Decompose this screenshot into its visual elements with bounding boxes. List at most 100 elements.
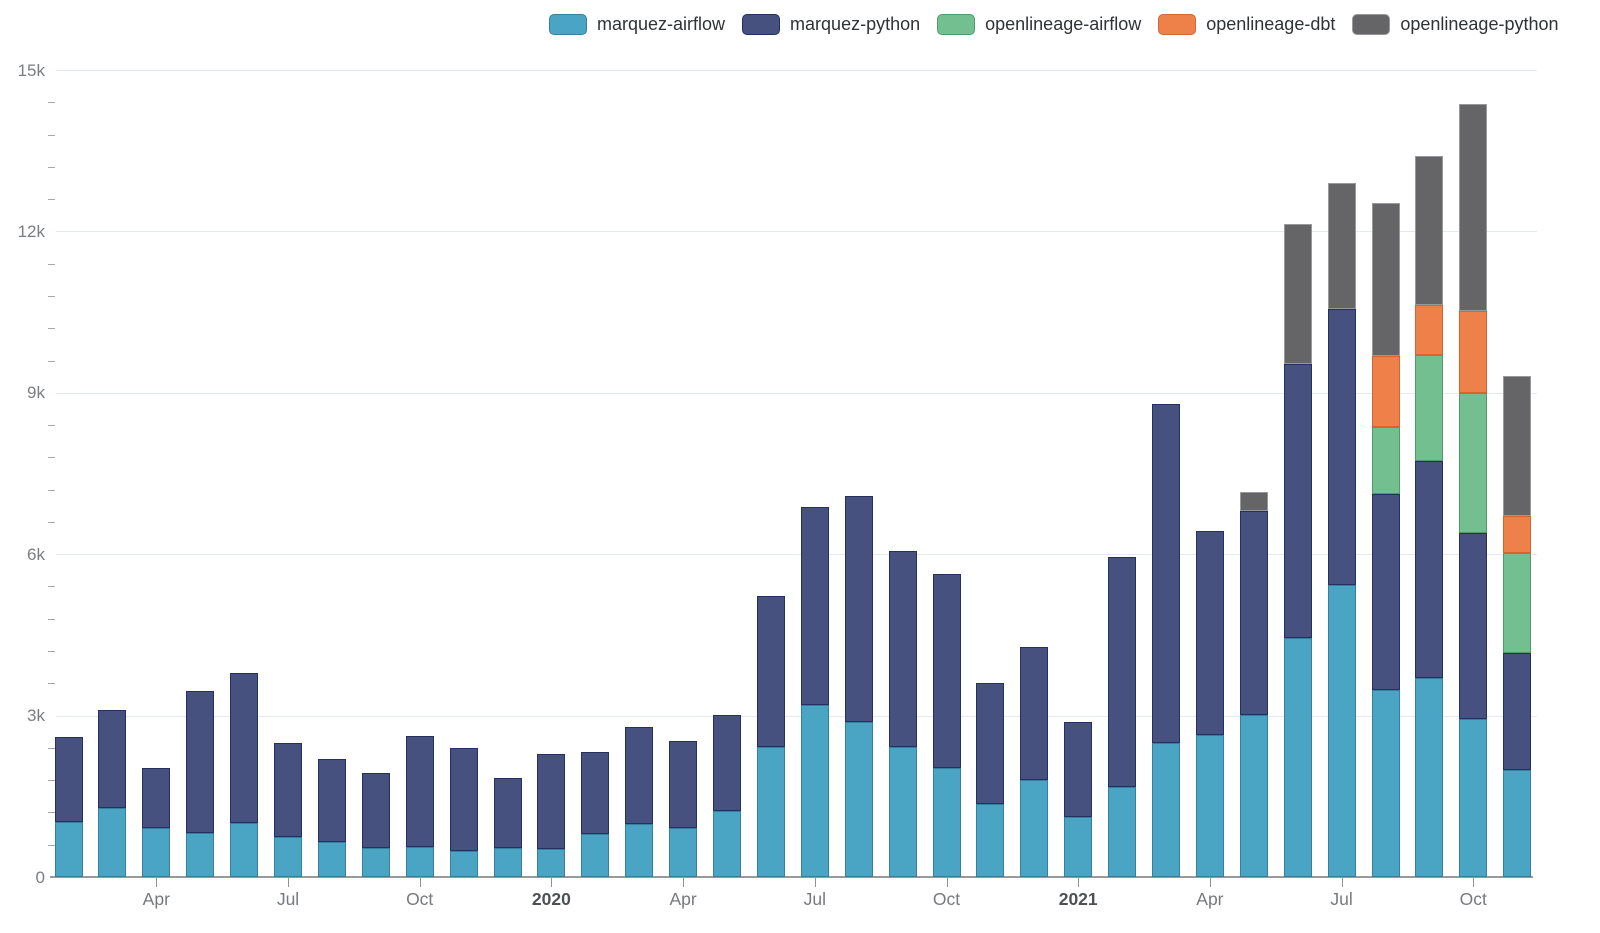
bar-segment-openlineage-dbt[interactable] [1415, 304, 1444, 356]
bar-segment-marquez-airflow[interactable] [1503, 769, 1532, 877]
bar-segment-marquez-python[interactable] [274, 742, 302, 838]
bar-segment-marquez-airflow[interactable] [230, 823, 259, 877]
bar-segment-marquez-python[interactable] [1459, 533, 1488, 719]
bar-segment-marquez-airflow[interactable] [186, 832, 215, 877]
bar-segment-marquez-python[interactable] [1371, 493, 1400, 690]
bar-segment-marquez-airflow[interactable] [274, 837, 302, 877]
bar-segment-marquez-python[interactable] [98, 710, 127, 808]
bar-segment-marquez-python[interactable] [1503, 652, 1532, 770]
bar-segment-marquez-python[interactable] [317, 759, 346, 843]
bar-segment-marquez-airflow[interactable] [1239, 714, 1268, 877]
bar-segment-marquez-python[interactable] [625, 726, 654, 824]
bar-segment-marquez-airflow[interactable] [1415, 678, 1444, 877]
bar-segment-openlineage-airflow[interactable] [1459, 392, 1488, 534]
bar-segment-marquez-airflow[interactable] [142, 828, 171, 877]
bar-segment-marquez-python[interactable] [976, 683, 1005, 804]
bar-segment-marquez-airflow[interactable] [625, 824, 654, 877]
bar-segment-marquez-airflow[interactable] [361, 848, 390, 877]
bar-segment-marquez-airflow[interactable] [1459, 718, 1488, 877]
bar-segment-marquez-python[interactable] [1108, 557, 1137, 787]
bar-segment-marquez-airflow[interactable] [1327, 584, 1356, 877]
x-axis-tick [1341, 878, 1343, 887]
bar-segment-openlineage-airflow[interactable] [1503, 553, 1532, 653]
bar-segment-marquez-python[interactable] [54, 736, 83, 822]
bar-segment-marquez-airflow[interactable] [449, 850, 478, 877]
y-axis-label: 9k [27, 383, 45, 403]
bar-segment-marquez-python[interactable] [713, 715, 741, 811]
bar-segment-marquez-python[interactable] [1020, 647, 1049, 780]
y-axis-minor-tick [48, 812, 55, 814]
bar-segment-openlineage-dbt[interactable] [1459, 310, 1488, 393]
bar-segment-openlineage-airflow[interactable] [1371, 426, 1400, 494]
bar-segment-openlineage-python[interactable] [1371, 202, 1400, 357]
bar-segment-marquez-python[interactable] [756, 595, 785, 747]
bar-segment-marquez-python[interactable] [493, 778, 522, 849]
y-axis-minor-tick [48, 360, 55, 362]
bar-segment-marquez-airflow[interactable] [844, 721, 873, 877]
bar-segment-marquez-airflow[interactable] [537, 849, 566, 877]
y-gridline [56, 231, 1537, 233]
bar-segment-marquez-python[interactable] [844, 496, 873, 722]
bar-segment-marquez-python[interactable] [581, 752, 610, 835]
bar-segment-marquez-python[interactable] [537, 753, 566, 850]
legend-item-marquez-python[interactable]: marquez-python [742, 14, 920, 35]
bar-segment-marquez-python[interactable] [932, 574, 961, 769]
bar-segment-marquez-airflow[interactable] [976, 803, 1005, 877]
bar-segment-marquez-airflow[interactable] [756, 746, 785, 877]
chart-legend: marquez-airflow marquez-python openlineage… [549, 14, 1559, 35]
bar-segment-marquez-airflow[interactable] [54, 821, 83, 877]
bar-segment-marquez-airflow[interactable] [493, 848, 522, 877]
x-axis-label: Oct [932, 889, 961, 909]
bar-segment-marquez-python[interactable] [1283, 363, 1312, 639]
bar-segment-marquez-airflow[interactable] [405, 846, 434, 877]
bar-segment-openlineage-python[interactable] [1415, 156, 1444, 305]
bar-segment-marquez-airflow[interactable] [800, 704, 829, 877]
bar-segment-marquez-python[interactable] [1239, 510, 1268, 715]
bar-segment-marquez-python[interactable] [361, 772, 390, 849]
legend-swatch-icon [549, 14, 587, 35]
bar-segment-marquez-python[interactable] [888, 550, 917, 747]
x-axis-label: 2020 [531, 889, 571, 909]
bar-segment-openlineage-python[interactable] [1503, 376, 1532, 516]
bar-segment-openlineage-dbt[interactable] [1371, 356, 1400, 427]
bar-segment-marquez-airflow[interactable] [1195, 734, 1224, 877]
bar-segment-marquez-airflow[interactable] [888, 746, 917, 877]
legend-item-openlineage-airflow[interactable]: openlineage-airflow [937, 14, 1141, 35]
bar-segment-marquez-python[interactable] [669, 740, 698, 829]
bar-segment-marquez-airflow[interactable] [669, 828, 698, 877]
bar-segment-marquez-python[interactable] [405, 735, 434, 847]
legend-item-marquez-airflow[interactable]: marquez-airflow [549, 14, 725, 35]
bar-segment-openlineage-dbt[interactable] [1503, 515, 1532, 554]
y-axis-minor-tick [48, 780, 55, 782]
bar-segment-marquez-python[interactable] [230, 672, 259, 824]
bar-segment-marquez-airflow[interactable] [1020, 779, 1049, 877]
bar-segment-openlineage-airflow[interactable] [1415, 355, 1444, 461]
bar-segment-marquez-airflow[interactable] [581, 834, 610, 877]
bar-segment-openlineage-python[interactable] [1459, 103, 1488, 311]
bar-segment-marquez-airflow[interactable] [932, 768, 961, 877]
bar-segment-marquez-python[interactable] [142, 767, 171, 829]
bar-segment-marquez-python[interactable] [1415, 460, 1444, 679]
bar-segment-marquez-python[interactable] [1195, 531, 1224, 735]
bar-segment-marquez-python[interactable] [1152, 403, 1180, 744]
bar-segment-marquez-python[interactable] [1327, 308, 1356, 585]
bar-segment-openlineage-python[interactable] [1327, 182, 1356, 309]
bar-segment-marquez-airflow[interactable] [1283, 638, 1312, 877]
x-axis-label: Apr [142, 889, 170, 909]
legend-item-openlineage-dbt[interactable]: openlineage-dbt [1158, 14, 1335, 35]
bar-segment-marquez-airflow[interactable] [1371, 689, 1400, 877]
bar-segment-marquez-python[interactable] [800, 507, 829, 705]
bar-segment-marquez-airflow[interactable] [1108, 786, 1137, 877]
bar-segment-openlineage-python[interactable] [1283, 224, 1312, 364]
bar-segment-marquez-airflow[interactable] [98, 807, 127, 877]
bar-segment-marquez-airflow[interactable] [713, 810, 741, 877]
bar-segment-openlineage-python[interactable] [1239, 491, 1268, 511]
bar-segment-marquez-python[interactable] [186, 690, 215, 833]
bar-segment-marquez-airflow[interactable] [1152, 743, 1180, 877]
bar-segment-marquez-python[interactable] [449, 747, 478, 851]
bar-segment-marquez-airflow[interactable] [1064, 817, 1093, 877]
bar-segment-marquez-python[interactable] [1064, 722, 1093, 818]
legend-item-openlineage-python[interactable]: openlineage-python [1352, 14, 1559, 35]
bar-segment-marquez-airflow[interactable] [317, 842, 346, 877]
